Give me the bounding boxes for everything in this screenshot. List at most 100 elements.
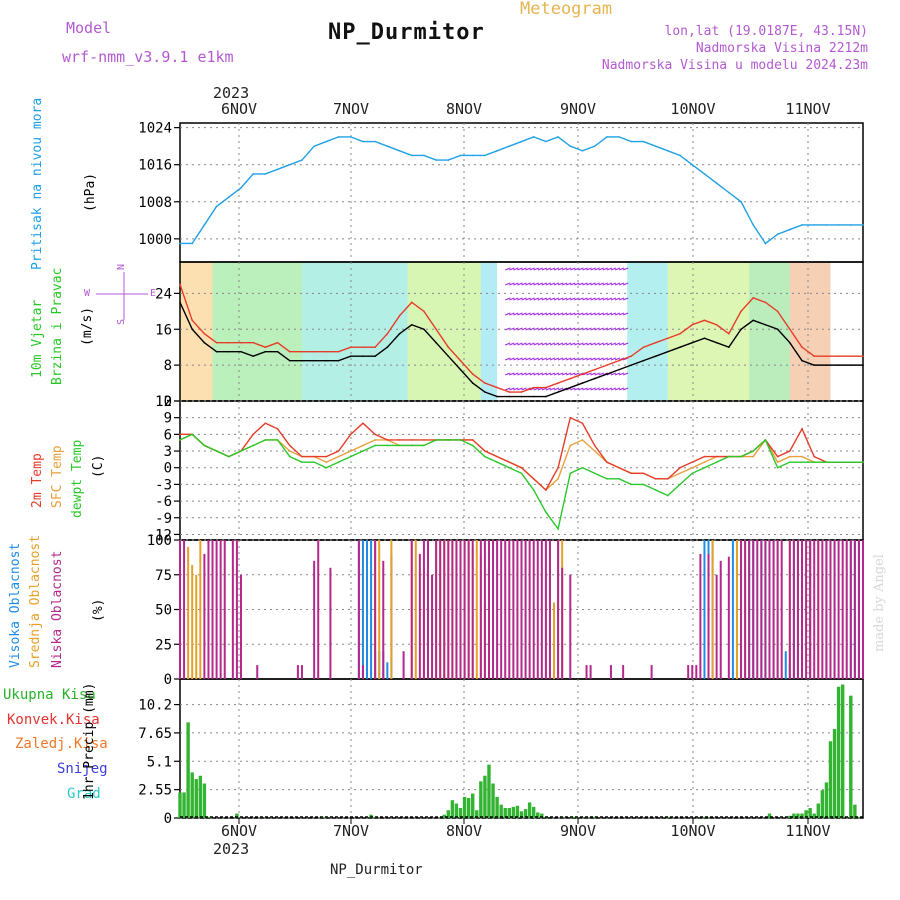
wind-barb bbox=[565, 282, 572, 286]
wind-barb bbox=[594, 297, 600, 301]
pressure-line-point bbox=[606, 136, 608, 138]
day-label-bottom: 11NOV bbox=[785, 822, 830, 840]
dewpoint-line-point bbox=[227, 455, 230, 458]
precip-bar bbox=[853, 804, 857, 818]
dewpoint-line-point bbox=[679, 483, 681, 486]
wind-barb bbox=[561, 357, 568, 361]
y-tick-label: 8 bbox=[164, 358, 172, 374]
cloud-bar-low bbox=[609, 665, 612, 679]
pressure-line-point bbox=[837, 224, 840, 226]
y-tick-label: -9 bbox=[155, 511, 172, 527]
wind-gust-line-point bbox=[252, 341, 254, 344]
wind-barb bbox=[533, 312, 539, 316]
wind-barb bbox=[565, 357, 572, 361]
panel-frame-temperature bbox=[179, 400, 864, 541]
precip-bar bbox=[832, 729, 837, 818]
wind-barb bbox=[533, 282, 539, 286]
pressure-line-point bbox=[374, 140, 376, 143]
dewpoint-line-point bbox=[850, 461, 852, 463]
sfc-temp-line-point bbox=[789, 455, 791, 458]
dewpoint-line-point bbox=[728, 455, 730, 458]
precip-bar bbox=[702, 816, 707, 818]
cloud-bar-low bbox=[650, 665, 653, 679]
wind-barb bbox=[618, 267, 625, 271]
dewpoint-line-point bbox=[752, 450, 755, 452]
wind-speed-line-point bbox=[435, 341, 437, 344]
wind-speed-line-point bbox=[313, 359, 315, 362]
cloud-bar-low bbox=[520, 540, 523, 679]
wind-barb bbox=[525, 342, 531, 346]
wind-speed-line-point bbox=[325, 359, 328, 362]
dewpoint-line-point bbox=[789, 461, 791, 463]
sfc-temp-line bbox=[179, 433, 863, 491]
cloud-bar-low bbox=[857, 540, 860, 679]
cloud-bar-low bbox=[707, 553, 710, 679]
wind-speed-line-point bbox=[362, 355, 364, 357]
wind-speed-line-point bbox=[740, 328, 742, 331]
cloud-bar-low bbox=[544, 540, 547, 679]
cloud-bar-low bbox=[719, 560, 722, 679]
day-label-top: 7NOV bbox=[333, 100, 369, 118]
wind-barb bbox=[582, 342, 588, 346]
cloud-bar-low bbox=[235, 540, 238, 679]
y-tick-label: 2.55 bbox=[138, 783, 172, 799]
wind-barb bbox=[525, 312, 531, 316]
wind-background-band bbox=[749, 262, 790, 401]
wind-barb bbox=[537, 312, 543, 316]
wind-barb bbox=[525, 267, 531, 271]
precip-bar bbox=[816, 803, 820, 818]
wind-gust-line-point bbox=[191, 319, 193, 322]
wind-barb bbox=[582, 312, 588, 316]
cloud-bar-low bbox=[500, 540, 503, 679]
wind-barb bbox=[525, 357, 531, 361]
wind-barb bbox=[517, 357, 523, 361]
cloud-bar-low bbox=[776, 540, 779, 679]
cloud-bar-high bbox=[731, 540, 734, 679]
wind-barb bbox=[521, 357, 527, 361]
wind-speed-line-point bbox=[252, 355, 254, 357]
wind-background-band bbox=[301, 262, 408, 401]
wind-barb bbox=[574, 387, 580, 391]
wind-gust-line-point bbox=[715, 323, 718, 326]
wind-barb bbox=[578, 327, 584, 331]
wind-barb bbox=[509, 387, 515, 391]
pressure-line-point bbox=[508, 145, 511, 147]
precip-legend-conv: Konvek.Kisa bbox=[7, 712, 100, 728]
wind-gust-line-point bbox=[642, 346, 645, 348]
wind-barb bbox=[545, 342, 552, 346]
precip-bar bbox=[515, 805, 520, 818]
precip-bar bbox=[523, 809, 528, 818]
dewpoint-line-point bbox=[654, 489, 657, 491]
wind-barb bbox=[537, 297, 543, 301]
cloud-bar-low bbox=[467, 540, 470, 679]
wind-gust-line-point bbox=[606, 364, 608, 366]
t2m-line-point bbox=[349, 433, 352, 436]
dewpoint-line-point bbox=[740, 455, 742, 458]
wind-gust-line-point bbox=[764, 301, 767, 304]
cloud-bar-low bbox=[528, 540, 531, 679]
pressure-line-point bbox=[825, 224, 828, 226]
wind-gust-line-point bbox=[520, 391, 523, 393]
pressure-line-point bbox=[776, 233, 779, 235]
t2m-line bbox=[180, 416, 863, 492]
precip-bar bbox=[836, 686, 841, 818]
wind-compass-e: E bbox=[150, 288, 157, 299]
cloud-bar-mid bbox=[378, 540, 381, 679]
precip-bar bbox=[491, 783, 495, 818]
precip-bar bbox=[186, 722, 190, 818]
year-top: 2023 bbox=[213, 84, 250, 102]
wind-gust-line-point bbox=[362, 346, 364, 348]
dewpoint-line-point bbox=[801, 461, 803, 463]
wind-barb bbox=[598, 342, 604, 346]
wind-barb bbox=[590, 357, 596, 361]
wind-barb bbox=[586, 267, 592, 271]
precip-bar bbox=[788, 815, 792, 818]
cloud-bar-low bbox=[841, 540, 844, 679]
cloud-bar-low bbox=[447, 540, 450, 679]
wind-gust-line-point bbox=[398, 315, 401, 317]
pressure-line-point bbox=[435, 159, 437, 161]
wind-barb bbox=[622, 282, 629, 286]
wind-barb bbox=[578, 297, 584, 301]
dewpoint-line-point bbox=[593, 472, 596, 475]
t2m-line-point bbox=[593, 444, 596, 447]
